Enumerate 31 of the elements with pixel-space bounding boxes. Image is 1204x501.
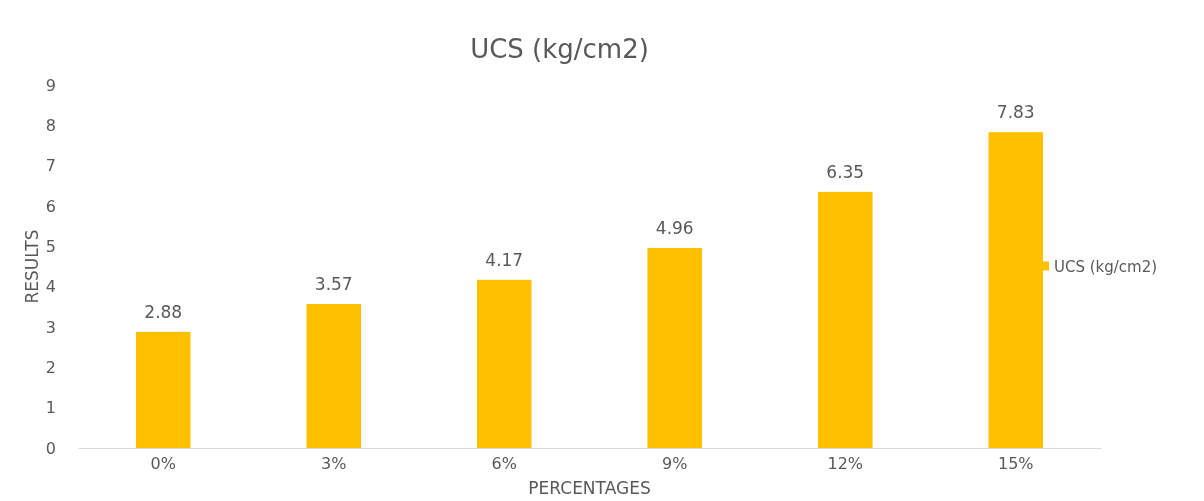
y-tick-label: 0	[45, 438, 56, 458]
x-tick-label: 12%	[827, 454, 864, 474]
data-label: 4.96	[655, 217, 694, 238]
y-tick-label: 3	[45, 317, 56, 337]
bar	[817, 191, 873, 448]
data-label: 6.35	[826, 161, 865, 182]
x-tick-label: 0%	[150, 454, 176, 474]
bar	[306, 304, 362, 448]
y-tick-label: 4	[45, 277, 56, 297]
y-tick-label: 9	[45, 75, 56, 95]
y-tick-label: 5	[45, 236, 56, 256]
y-tick-label: 7	[45, 156, 56, 176]
y-tick-label: 8	[45, 115, 56, 135]
x-tick-label: 15%	[997, 454, 1034, 474]
legend-label: UCS (kg/cm2)	[1054, 257, 1158, 276]
chart-title: UCS (kg/cm2)	[470, 34, 649, 64]
data-label: 7.83	[996, 102, 1035, 123]
x-tick-label: 6%	[491, 454, 517, 474]
x-axis-title: PERCENTAGES	[528, 478, 651, 498]
x-tick-label: 9%	[662, 454, 688, 474]
data-label: 2.88	[144, 301, 183, 322]
x-tick-label: 3%	[321, 454, 347, 474]
data-label: 3.57	[314, 274, 353, 295]
y-tick-label: 1	[45, 398, 56, 418]
y-tick-label: 6	[45, 196, 56, 216]
bar	[476, 279, 532, 448]
y-axis-title: RESULTS	[22, 229, 42, 304]
data-label: 4.17	[485, 249, 524, 270]
y-tick-label: 2	[45, 357, 56, 377]
bar	[647, 247, 703, 448]
bar	[135, 331, 191, 448]
